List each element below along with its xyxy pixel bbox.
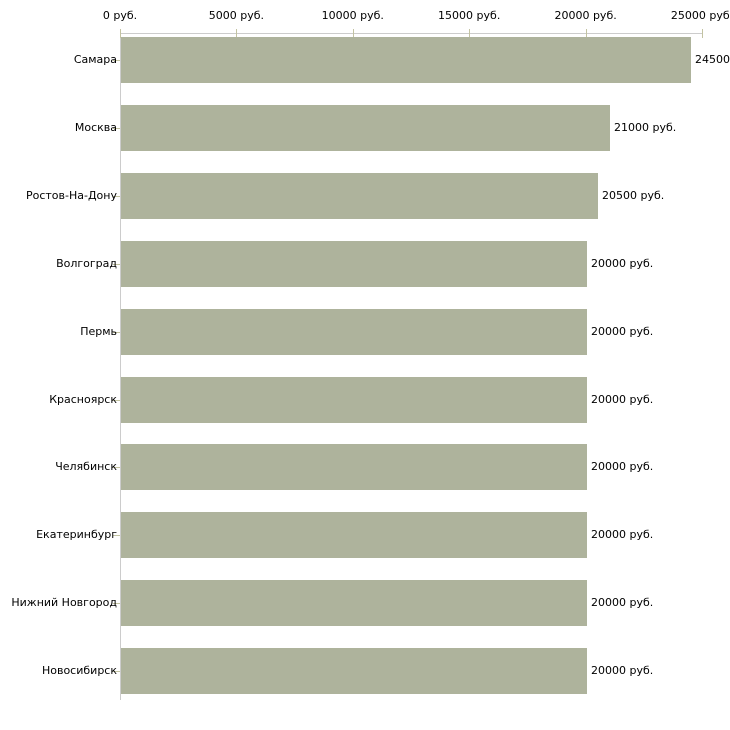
category-label: Нижний Новгород xyxy=(11,596,117,609)
bar-2 xyxy=(121,104,610,151)
value-label: 20500 руб. xyxy=(602,189,665,202)
x-axis-tick xyxy=(120,29,121,38)
bar-4 xyxy=(121,240,587,287)
bar-6 xyxy=(121,376,587,423)
y-axis-tick xyxy=(113,196,120,197)
x-axis-tick-label: 25000 руб. xyxy=(670,9,730,22)
y-axis-tick xyxy=(113,332,120,333)
x-axis-tick xyxy=(469,29,471,38)
x-axis-tick-label: 20000 руб. xyxy=(554,9,617,22)
x-axis-tick-label: 5000 руб. xyxy=(208,9,265,22)
x-axis-line xyxy=(120,33,703,34)
value-label: 20000 руб. xyxy=(591,257,654,270)
category-label: Пермь xyxy=(80,325,117,338)
x-axis-tick xyxy=(702,29,703,38)
value-label: 20000 руб. xyxy=(591,325,654,338)
y-axis-tick xyxy=(113,467,120,468)
category-label: Самара xyxy=(73,53,117,66)
y-axis-tick xyxy=(113,400,120,401)
bar-5 xyxy=(121,308,587,355)
y-axis-tick xyxy=(113,671,120,672)
value-label: 24500 xyxy=(695,53,730,66)
x-axis-tick xyxy=(585,29,587,38)
value-label: 20000 руб. xyxy=(591,596,654,609)
category-label: Новосибирск xyxy=(41,664,117,677)
bar-7 xyxy=(121,444,587,491)
bar-10 xyxy=(121,648,587,695)
value-label: 20000 руб. xyxy=(591,393,654,406)
x-axis-tick xyxy=(352,29,354,38)
x-axis-tick-label: 15000 руб. xyxy=(438,9,501,22)
x-axis-tick-label: 0 руб. xyxy=(102,9,138,22)
category-label: Челябинск xyxy=(55,460,117,473)
y-axis-line xyxy=(120,33,121,700)
y-axis-tick xyxy=(113,535,120,536)
y-axis-tick xyxy=(113,603,120,604)
y-axis-tick xyxy=(113,60,120,61)
value-label: 21000 руб. xyxy=(614,121,677,134)
category-label: Волгоград xyxy=(56,257,117,270)
x-axis-tick xyxy=(236,29,238,38)
y-axis-tick xyxy=(113,264,120,265)
value-label: 20000 руб. xyxy=(591,528,654,541)
category-label: Екатеринбург xyxy=(36,528,117,541)
bar-3 xyxy=(121,172,599,219)
category-label: Москва xyxy=(74,121,117,134)
category-label: Ростов-На-Дону xyxy=(25,189,117,202)
bar-8 xyxy=(121,512,587,559)
x-axis-tick-label: 10000 руб. xyxy=(321,9,384,22)
bar-9 xyxy=(121,580,587,627)
y-axis-tick xyxy=(113,128,120,129)
value-label: 20000 руб. xyxy=(591,460,654,473)
category-label: Красноярск xyxy=(49,393,117,406)
bar-1 xyxy=(121,37,692,83)
value-label: 20000 руб. xyxy=(591,664,654,677)
